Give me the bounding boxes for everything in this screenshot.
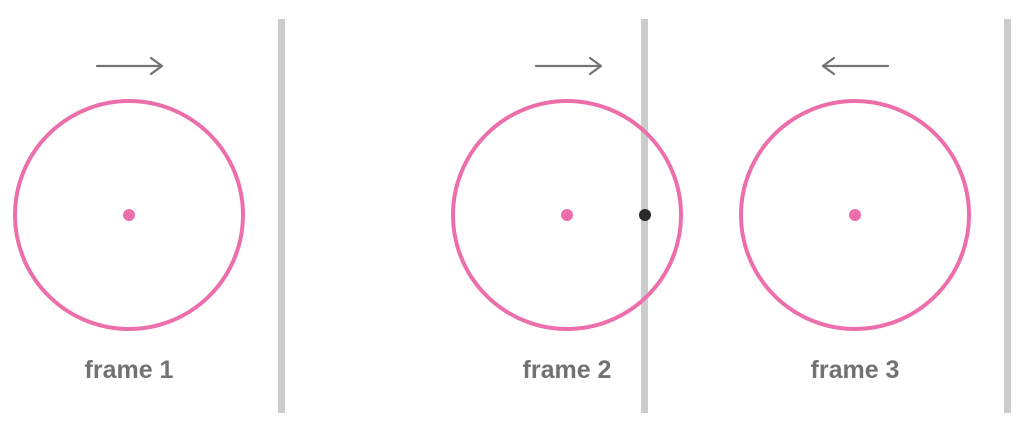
- ball: [739, 99, 971, 331]
- ball-center: [849, 209, 861, 221]
- frame-3: frame 3: [739, 56, 971, 384]
- wall-1: [278, 19, 285, 413]
- direction-arrow-right-icon: [534, 56, 603, 76]
- ball-center: [123, 209, 135, 221]
- ball: [13, 99, 245, 331]
- wall-3: [1004, 19, 1011, 413]
- frame-caption: frame 2: [523, 356, 612, 384]
- ball: [451, 99, 683, 331]
- frame-caption: frame 3: [811, 356, 900, 384]
- frame-1: frame 1: [13, 56, 245, 384]
- contact-point: [639, 209, 651, 221]
- direction-arrow-left-icon: [821, 56, 890, 76]
- frame-2: frame 2: [451, 56, 683, 384]
- direction-arrow-right-icon: [95, 56, 164, 76]
- frame-caption: frame 1: [85, 356, 174, 384]
- ball-center: [561, 209, 573, 221]
